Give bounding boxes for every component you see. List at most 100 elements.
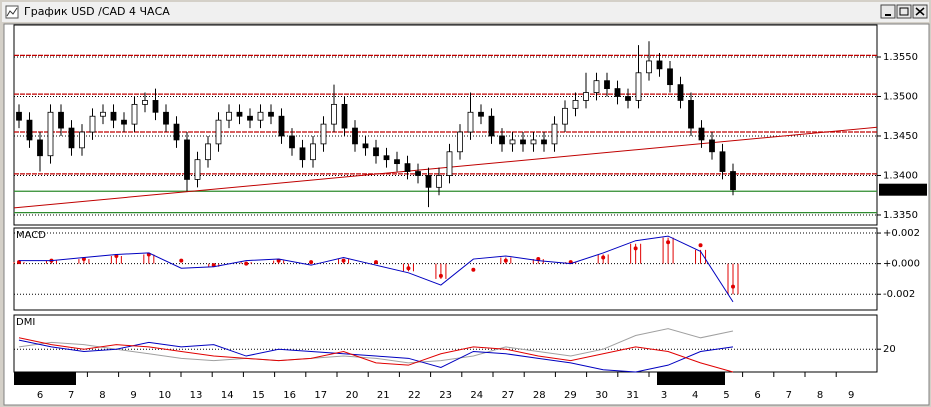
signal-dot [666,240,671,245]
candle-body [89,115,96,133]
candle-body [226,111,232,121]
x-tick-label: 5 [723,390,729,401]
candle-body [205,143,211,161]
maximize-icon [899,7,909,16]
y-tick-label: 1.3550 [883,52,918,63]
candle-body [58,111,64,129]
candle-body [635,72,642,101]
candle-body [394,159,400,165]
signal-dot [601,255,606,260]
x-tick-label: 16 [283,390,296,401]
x-tick-label: 30 [595,390,608,401]
indicator-line [18,328,734,364]
candle-body [310,143,316,161]
indicator-line [18,339,734,373]
x-tick-label: 8 [817,390,823,401]
candle-body [142,100,148,105]
candle-body [667,68,673,86]
candle-body [236,111,243,117]
x-tick-label: 3 [661,390,667,401]
candle-body [184,139,190,180]
candle-body [100,111,106,117]
x-tick-label: 15 [252,390,265,401]
y-tick-label: 1.3500 [883,91,918,102]
candle-body [541,139,547,145]
candle-body [16,111,22,121]
minimize-button[interactable] [880,4,896,19]
candle-body [352,127,358,145]
panel-title: MACD [16,230,46,241]
y-tick-label: 1.3400 [883,170,918,181]
candle-body [194,159,201,180]
x-tick-label: 24 [470,390,483,401]
candle-body [488,115,495,137]
x-tick-label: 7 [786,390,792,401]
candle-body [152,100,159,113]
x-tick-label: 17 [314,390,327,401]
y-tick-label: +0.002 [883,228,920,239]
candle-body [562,107,568,125]
x-tick-label: 29 [564,390,577,401]
candle-body [509,139,516,145]
x-tick-label: 21 [377,390,390,401]
signal-dot [309,260,314,265]
window-icon [6,7,18,17]
panel-title: DMI [16,317,35,328]
candle-body [331,103,337,125]
candle-body [415,171,421,176]
y-tick-label: 20 [883,344,896,355]
signal-dot [731,284,735,289]
title-bar [2,2,929,22]
candle-body [709,139,715,153]
x-tick-label: 9 [130,390,136,401]
month-box [657,372,725,385]
close-icon [915,7,925,16]
candle-body [625,96,631,101]
candle-body [79,131,85,149]
signal-dot [341,258,346,263]
indicator-line [18,337,734,373]
candle-body [698,127,705,141]
candle-body [320,123,327,145]
candle-body [614,88,621,97]
candle-body [110,111,117,121]
candle-body [278,115,285,137]
signal-dot [633,246,638,251]
x-tick-label: 6 [37,390,43,401]
candle-body [572,100,579,109]
candle-body [425,175,432,188]
candle-body [163,111,169,125]
y-tick-label: -0.002 [883,289,915,300]
candle-body [688,100,694,129]
window-icon [5,5,19,19]
candle-body [499,135,505,145]
signal-dot [471,267,476,272]
candle-body [173,123,180,141]
candle-body [604,80,610,89]
candle-body [299,147,306,161]
candle-body [47,111,54,157]
candle-body [247,115,253,121]
candle-body [215,119,222,145]
maximize-button[interactable] [896,4,912,19]
candle-body [551,123,558,145]
candle-body [730,171,736,191]
x-tick-label: 14 [221,390,234,401]
candle-body [583,92,589,101]
x-tick-label: 31 [626,390,639,401]
candle-body [26,119,33,141]
signal-dot [503,258,508,263]
candle-body [478,111,484,117]
x-tick-label: 10 [158,390,171,401]
candle-body [467,111,474,133]
window-buttons[interactable] [880,4,928,19]
x-tick-label: 7 [68,390,74,401]
candle-body [646,60,652,74]
signal-dot [244,261,249,266]
candle-body [530,139,537,145]
signal-dot [179,258,184,263]
candle-body [520,139,526,145]
signal-dot [698,243,703,248]
x-tick-label: 23 [439,390,452,401]
